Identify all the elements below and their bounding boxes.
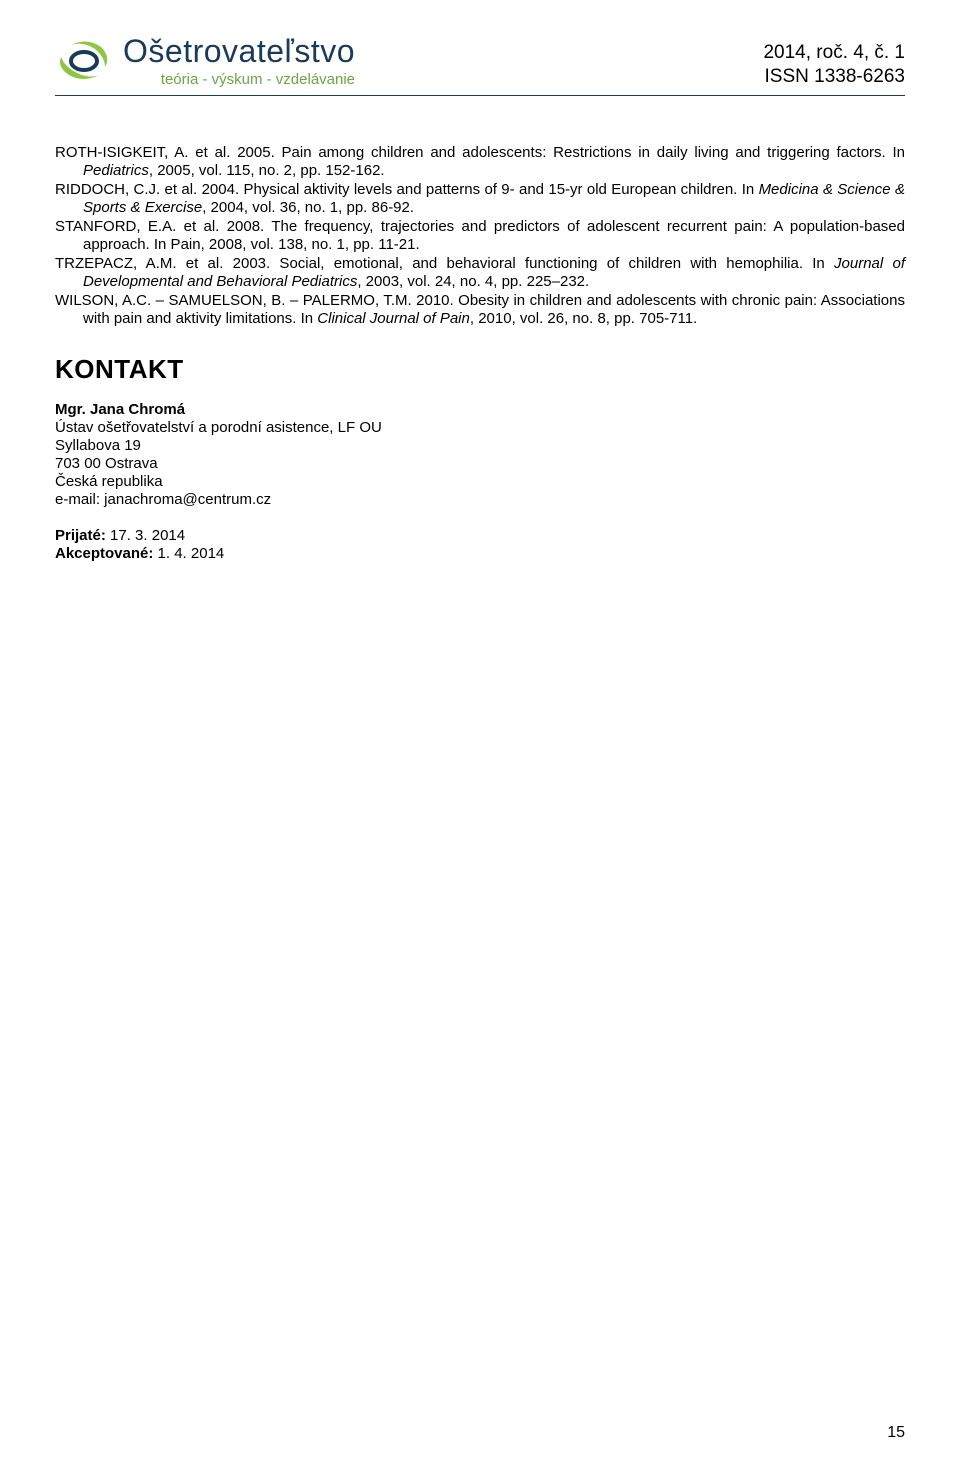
contact-block: Mgr. Jana Chromá Ústav ošetřovatelství a… xyxy=(55,401,905,509)
reference-entry: TRZEPACZ, A.M. et al. 2003. Social, emot… xyxy=(55,255,905,291)
contact-country: Česká republika xyxy=(55,473,905,491)
submission-dates: Prijaté: 17. 3. 2014 Akceptované: 1. 4. … xyxy=(55,527,905,563)
reference-entry: RIDDOCH, C.J. et al. 2004. Physical akti… xyxy=(55,181,905,217)
date-accepted: Akceptované: 1. 4. 2014 xyxy=(55,545,905,563)
contact-email: e-mail: janachroma@centrum.cz xyxy=(55,491,905,509)
journal-title: Ošetrovateľstvo xyxy=(123,35,355,69)
contact-heading: KONTAKT xyxy=(55,354,905,385)
reference-list: ROTH-ISIGKEIT, A. et al. 2005. Pain amon… xyxy=(55,144,905,328)
journal-logo-icon xyxy=(55,37,113,85)
issue-line-year: 2014, roč. 4, č. 1 xyxy=(763,41,905,65)
reference-entry: ROTH-ISIGKEIT, A. et al. 2005. Pain amon… xyxy=(55,144,905,180)
date-received: Prijaté: 17. 3. 2014 xyxy=(55,527,905,545)
issue-info: 2014, roč. 4, č. 1 ISSN 1338-6263 xyxy=(763,41,905,89)
reference-entry: WILSON, A.C. – SAMUELSON, B. – PALERMO, … xyxy=(55,292,905,328)
issue-line-issn: ISSN 1338-6263 xyxy=(763,65,905,89)
journal-logo-block: Ošetrovateľstvo teória - výskum - vzdelá… xyxy=(55,35,355,88)
contact-institution: Ústav ošetřovatelství a porodní asistenc… xyxy=(55,419,905,437)
contact-street: Syllabova 19 xyxy=(55,437,905,455)
contact-city: 703 00 Ostrava xyxy=(55,455,905,473)
contact-name: Mgr. Jana Chromá xyxy=(55,401,905,419)
page-number: 15 xyxy=(887,1424,905,1442)
page-header: Ošetrovateľstvo teória - výskum - vzdelá… xyxy=(55,35,905,96)
journal-logo-text: Ošetrovateľstvo teória - výskum - vzdelá… xyxy=(123,35,355,88)
journal-subtitle: teória - výskum - vzdelávanie xyxy=(123,71,355,88)
reference-entry: STANFORD, E.A. et al. 2008. The frequenc… xyxy=(55,218,905,254)
